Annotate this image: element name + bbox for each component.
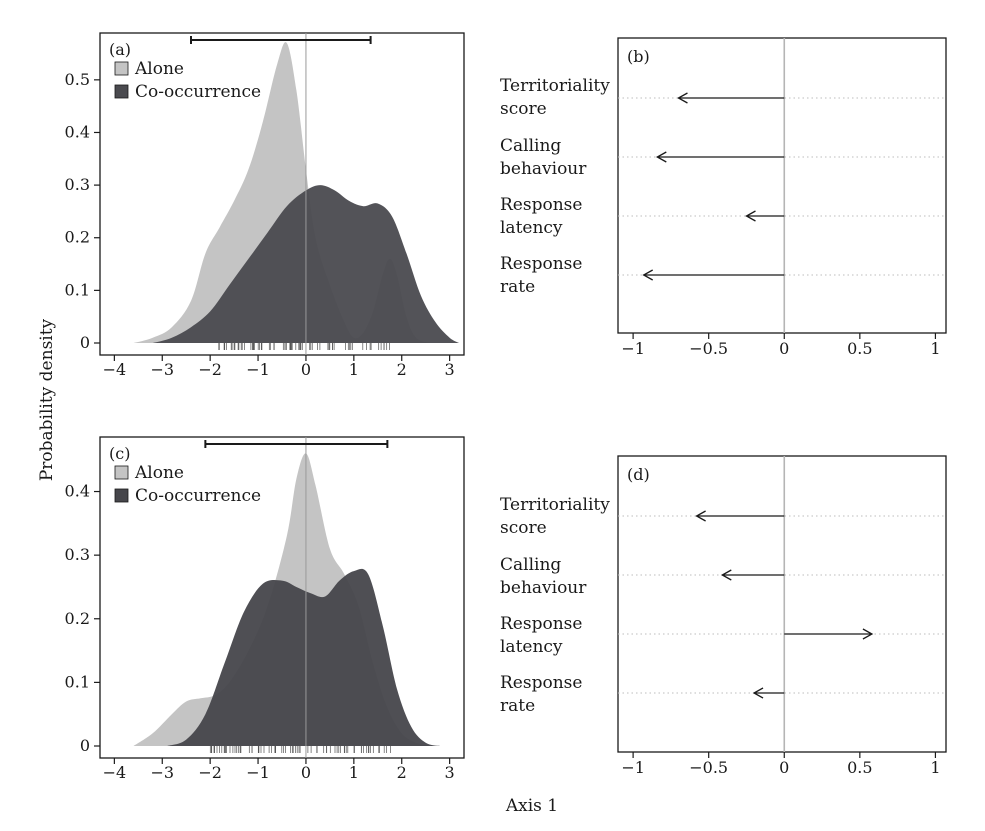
legend-label: Co-occurrence	[135, 82, 261, 102]
legend-swatch	[114, 488, 129, 503]
x-tick-label: −3	[150, 360, 174, 379]
y-tick-label: 0.1	[65, 672, 90, 691]
x-tick-label: 2	[397, 763, 407, 782]
y-tick-label: 0.3	[65, 175, 90, 194]
panel-label: (b)	[627, 47, 650, 66]
variable-label: Calling	[500, 555, 561, 575]
x-tick-label: −2	[198, 763, 222, 782]
x-tick-label: −4	[103, 360, 127, 379]
x-tick-label: 1	[349, 763, 359, 782]
x-tick-label: 0	[301, 763, 311, 782]
arrow-head	[655, 151, 667, 163]
panel-b: (b) Territoriality score Calling behaviour Re…	[500, 37, 947, 358]
x-tick-label: −1	[246, 763, 270, 782]
arrow-head	[862, 628, 874, 640]
x-tick-label: 0	[779, 339, 789, 358]
variable-label: Calling	[500, 136, 561, 156]
legend-swatch	[114, 84, 129, 99]
x-tick-label: 1	[930, 339, 940, 358]
variable-label: Response	[500, 614, 582, 634]
x-tick-label: −2	[198, 360, 222, 379]
density-area-co-occurrence	[167, 568, 441, 746]
variable-label: behaviour	[500, 578, 587, 598]
x-tick-label: −1	[621, 339, 645, 358]
legend-label: Alone	[134, 463, 184, 483]
arrow-head	[745, 210, 756, 222]
plot-frame	[99, 32, 465, 356]
x-tick-label: 0.5	[847, 758, 872, 777]
y-tick-label: 0	[80, 736, 90, 755]
density-area-alone	[133, 42, 431, 343]
plot-frame	[617, 455, 947, 753]
x-tick-label: 3	[445, 763, 455, 782]
arrow-head	[695, 510, 706, 522]
x-tick-label: −1	[246, 360, 270, 379]
y-tick-label: 0.1	[65, 280, 90, 299]
y-tick-label: 0	[80, 333, 90, 352]
variable-label: rate	[500, 277, 535, 297]
legend-swatch	[114, 465, 129, 480]
variable-label: rate	[500, 696, 535, 716]
x-tick-label: −0.5	[689, 758, 728, 777]
variable-label: Response	[500, 195, 582, 215]
variable-label: latency	[500, 218, 563, 238]
y-tick-label: 0.4	[65, 482, 90, 501]
chart-panels: −4 −3 −2 −1 0 1 2 300.10.20.30.40.5(a)AloneCo-o…	[65, 32, 947, 782]
variable-label: Territoriality	[500, 76, 610, 96]
variable-label: Territoriality	[500, 495, 610, 515]
panel-c: −4 −3 −2 −1 0 1 2 3 0 0.1 0.2 0.3 0.4 (c)Alone Co-occu…	[65, 436, 465, 782]
y-tick-label: 0.2	[65, 228, 90, 247]
variable-label: Response	[500, 673, 582, 693]
x-tick-label: −1	[621, 758, 645, 777]
x-axis-label: Axis 1	[505, 796, 558, 816]
x-tick-label: 3	[445, 360, 455, 379]
plot-frame	[617, 37, 947, 334]
variable-label: behaviour	[500, 159, 587, 179]
panel-d: (d) Territoriality score Calling behaviour Re…	[500, 455, 947, 777]
legend-label: Co-occurrence	[135, 486, 261, 506]
x-tick-label: 0.5	[847, 339, 872, 358]
variable-label: score	[500, 99, 547, 119]
y-tick-label: 0.2	[65, 609, 90, 628]
arrow-head	[720, 569, 732, 581]
x-tick-label: −4	[103, 763, 127, 782]
variable-label: Response	[500, 254, 582, 274]
x-tick-label: 0	[779, 758, 789, 777]
variable-label: latency	[500, 637, 563, 657]
arrow-head	[752, 687, 764, 699]
y-tick-label: 0.3	[65, 545, 90, 564]
x-tick-label: 2	[397, 360, 407, 379]
y-tick-label: 0.4	[65, 122, 90, 141]
panel-label: (d)	[627, 465, 650, 484]
legend-swatch	[114, 61, 129, 76]
x-tick-label: −3	[150, 763, 174, 782]
variable-label: score	[500, 518, 547, 538]
x-tick-label: 0	[301, 360, 311, 379]
x-tick-label: −0.5	[689, 339, 728, 358]
x-tick-label: 1	[349, 360, 359, 379]
panel-a: −4 −3 −2 −1 0 1 2 3 0 0.1 0.2 0.3 0.4 0.5 (a)Alone Co-o…	[65, 32, 465, 379]
legend-label: Alone	[134, 59, 184, 79]
x-tick-label: 1	[930, 758, 940, 777]
panel-label: (c)	[109, 444, 130, 463]
arrow-head	[677, 92, 688, 104]
y-axis-label: Probability density	[37, 318, 57, 481]
panel-label: (a)	[109, 40, 131, 59]
plot-frame	[99, 436, 465, 759]
y-tick-label: 0.5	[65, 70, 90, 89]
arrow-head	[642, 269, 654, 281]
